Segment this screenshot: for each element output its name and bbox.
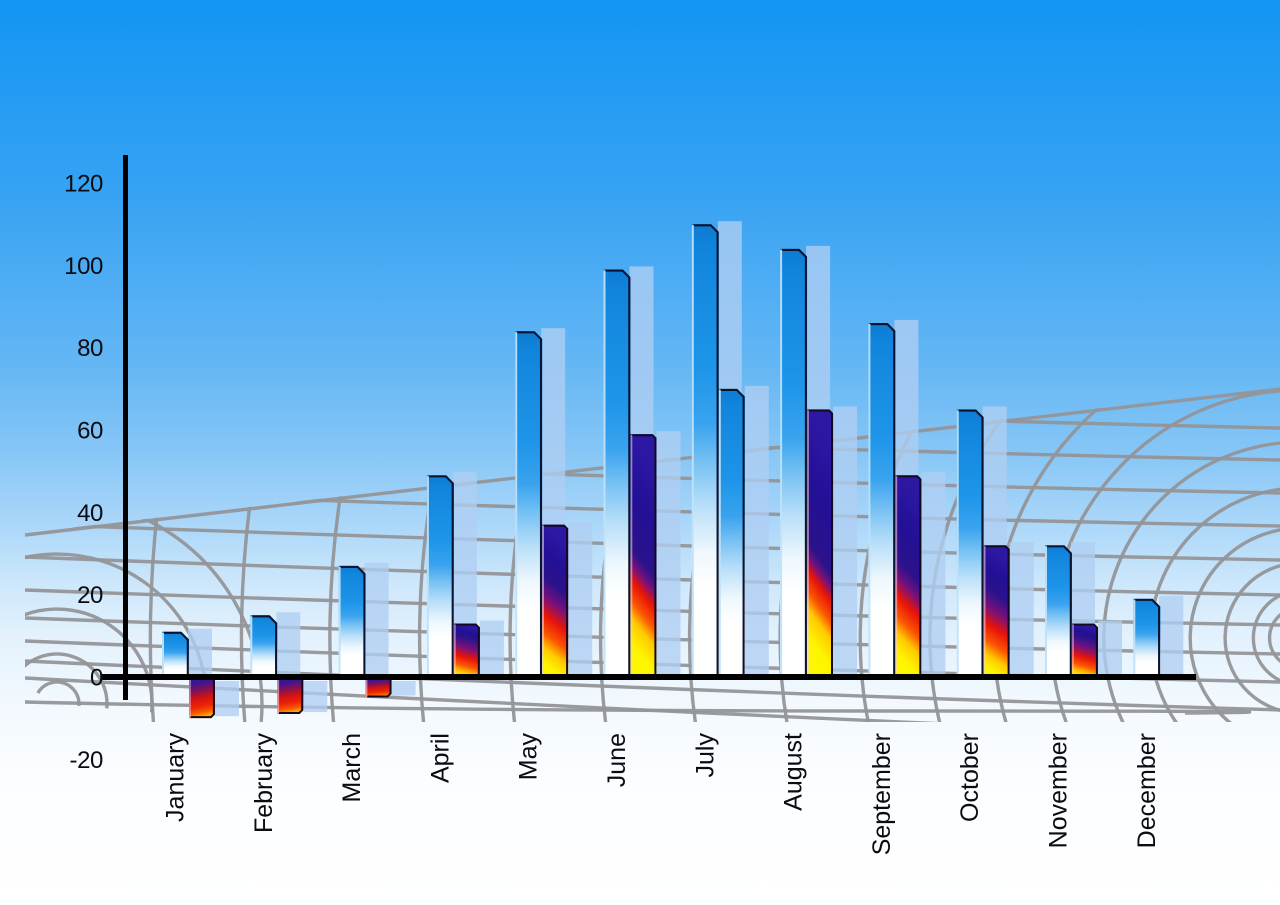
month-label: January [162, 733, 190, 822]
echo-bar-january [188, 628, 212, 679]
y-tick-label: 0 [90, 665, 103, 692]
y-tick-label: 80 [77, 335, 103, 362]
grid-arc-right [148, 387, 1240, 722]
echo-bar-february [276, 612, 301, 679]
echo-secondary-bar-august [833, 406, 858, 679]
secondary-bar-november [1072, 623, 1098, 679]
echo-bar-december [1159, 595, 1184, 679]
grid-arc-right [1188, 526, 1280, 722]
month-label: February [250, 733, 278, 834]
secondary-bar-june [630, 434, 657, 679]
month-label: September [868, 733, 896, 855]
secondary-bar-may [542, 524, 569, 679]
bar-september [868, 322, 896, 679]
bar-august [780, 248, 808, 679]
bar-may [515, 331, 543, 679]
echo-secondary-bar-september [921, 472, 946, 679]
grid-arc-right [858, 387, 1278, 722]
month-label: August [780, 733, 808, 811]
echo-bar-march [364, 562, 389, 679]
y-axis-line [123, 155, 128, 700]
month-label: November [1045, 733, 1073, 848]
bars-group [162, 221, 1184, 719]
bar-november [1045, 545, 1072, 679]
secondary-bar-july [718, 388, 745, 679]
bar-december [1133, 598, 1161, 679]
month-label: April [426, 733, 454, 783]
echo-secondary-bar-october [1009, 542, 1034, 679]
echo-secondary-bar-june [656, 431, 681, 679]
y-tick-label: 120 [64, 170, 103, 197]
bar-october [956, 409, 984, 679]
echo-secondary-bar-may [568, 521, 593, 679]
secondary-bar-october [983, 545, 1010, 679]
secondary-bar-august [807, 409, 834, 679]
y-tick-label: 20 [77, 582, 103, 609]
grid-arc-right [1223, 561, 1280, 715]
echo-secondary-bar-february [303, 681, 328, 713]
grid-arc-left [36, 680, 81, 707]
echo-secondary-bar-january [215, 681, 239, 717]
grid-arc-right [328, 387, 1250, 722]
month-label: December [1133, 733, 1161, 848]
y-tick-label: 100 [64, 253, 103, 280]
grid-arc-right [598, 387, 1264, 722]
grid-arc-right [687, 387, 1269, 722]
grid-front-edge [25, 700, 1252, 715]
echo-secondary-bar-july [744, 385, 769, 679]
bar-january [162, 631, 189, 679]
grid-arc-left [25, 652, 109, 709]
bar-july [691, 224, 719, 679]
grid-arc-right [508, 387, 1259, 722]
bar-june [603, 269, 631, 679]
secondary-bar-february [277, 677, 304, 715]
month-label: March [338, 733, 366, 802]
secondary-bar-april [453, 623, 480, 679]
grid-latitude-line [25, 659, 1280, 712]
month-label: October [956, 733, 984, 822]
month-label: June [603, 733, 631, 787]
secondary-bar-march [365, 677, 392, 698]
axis-labels: 120 100 80 60 40 20 0 -20 January February March Ap… [64, 170, 1161, 855]
grid-arc-right [1267, 606, 1280, 670]
grid-arc-right [417, 387, 1254, 722]
y-tick-label: -20 [70, 747, 104, 774]
echo-secondary-bar-march [391, 681, 416, 696]
secondary-bar-september [895, 475, 922, 679]
secondary-bar-january [189, 677, 215, 719]
y-tick-label: 60 [77, 417, 103, 444]
month-label: July [691, 733, 719, 778]
bar-march [338, 565, 366, 679]
bar-february [250, 615, 278, 679]
echo-secondary-bar-april [479, 620, 504, 679]
x-axis-line [102, 674, 1196, 680]
bar-april [426, 475, 454, 679]
month-label: May [515, 733, 543, 781]
y-tick-label: 40 [77, 500, 103, 527]
echo-secondary-bar-november [1098, 620, 1122, 679]
grid-arc-right [239, 387, 1245, 722]
